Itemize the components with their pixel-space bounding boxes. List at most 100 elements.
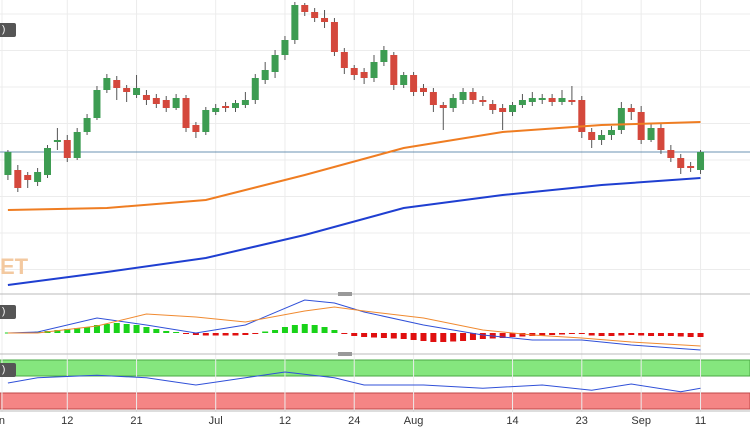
pane-handle	[338, 352, 352, 356]
candle-body	[548, 98, 556, 102]
candle-body	[271, 55, 279, 72]
candle-body	[400, 75, 408, 85]
histogram-bar	[677, 333, 684, 337]
candle-body	[370, 62, 378, 78]
histogram-bar	[311, 325, 318, 333]
x-tick-label: 14	[506, 415, 518, 427]
histogram-bar	[64, 329, 71, 333]
indicator-line	[7, 177, 701, 286]
candle-body	[439, 105, 447, 108]
histogram-bar	[123, 324, 130, 333]
candle-body	[53, 140, 61, 142]
histogram-bar	[153, 329, 160, 333]
candle-body	[133, 88, 141, 95]
histogram-bar	[212, 333, 219, 336]
histogram-bar	[341, 333, 348, 334]
histogram-bar	[74, 328, 81, 333]
candle-body	[410, 75, 418, 92]
candle-body	[172, 98, 180, 108]
candle-body	[538, 98, 546, 100]
candle-body	[34, 172, 42, 182]
histogram-bar	[549, 333, 556, 335]
candle-body	[241, 100, 249, 105]
candle-body	[568, 100, 576, 102]
x-tick-label: 24	[348, 415, 360, 427]
candle-body	[677, 158, 685, 168]
histogram-bar	[420, 333, 427, 341]
candle-body	[330, 22, 338, 52]
histogram-bar	[618, 333, 625, 336]
histogram-bar	[173, 332, 180, 333]
candle-body	[479, 100, 487, 102]
histogram-bar	[450, 333, 457, 342]
candle-body	[509, 105, 517, 112]
histogram-bar	[222, 333, 229, 336]
x-tick-label: Jul	[209, 415, 223, 427]
candle-body	[499, 108, 507, 112]
x-tick-label: 12	[61, 415, 73, 427]
histogram-bar	[697, 333, 704, 337]
histogram-bar	[143, 327, 150, 333]
candle-body	[4, 152, 12, 175]
candle-body	[489, 104, 497, 110]
histogram-bar	[84, 327, 91, 333]
histogram-bar	[54, 330, 61, 333]
histogram-bar	[628, 333, 635, 335]
candle-body	[598, 135, 606, 140]
histogram-bar	[113, 323, 120, 333]
candle-body	[578, 100, 586, 132]
histogram-bar	[281, 327, 288, 333]
candle-body	[627, 108, 635, 112]
histogram-bar	[93, 325, 100, 333]
candle-body	[162, 100, 170, 108]
candle-body	[459, 92, 467, 100]
histogram-bar	[321, 327, 328, 333]
candle-body	[667, 150, 675, 158]
candle-body	[647, 128, 655, 140]
candle-body	[340, 52, 348, 68]
x-tick-label: 23	[576, 415, 588, 427]
candle-body	[588, 132, 596, 140]
x-tick-label: n	[0, 415, 5, 427]
candle-body	[192, 125, 200, 132]
candle-body	[528, 98, 536, 102]
candle-body	[182, 98, 190, 128]
candle-body	[103, 78, 111, 90]
histogram-bar	[242, 333, 249, 335]
candle-body	[113, 80, 121, 88]
indicator-line	[7, 299, 701, 351]
candle-body	[301, 5, 309, 12]
pane-label-box	[0, 363, 16, 377]
histogram-bar	[291, 325, 298, 333]
x-tick-label: 21	[130, 415, 142, 427]
histogram-bar	[331, 330, 338, 333]
histogram-bar	[371, 333, 378, 338]
histogram-bar	[440, 333, 447, 342]
histogram-bar	[598, 333, 605, 336]
candle-body	[360, 72, 368, 78]
histogram-bar	[657, 333, 664, 336]
histogram-bar	[410, 333, 417, 340]
candle-body	[311, 12, 319, 18]
candle-body	[281, 40, 289, 55]
oversold-band	[0, 392, 750, 410]
histogram-bar	[608, 333, 615, 336]
pane-label-box	[0, 23, 16, 37]
histogram-bar	[499, 333, 506, 338]
candle-body	[152, 98, 160, 104]
histogram-bar	[687, 333, 694, 337]
candle-body	[429, 92, 437, 105]
indicator-line	[7, 371, 701, 393]
candle-body	[449, 98, 457, 108]
histogram-bar	[133, 325, 140, 333]
x-tick-label: Sep	[631, 415, 651, 427]
histogram-bar	[192, 333, 199, 335]
histogram-bar	[361, 333, 368, 337]
candle-body	[231, 103, 239, 108]
candle-body	[469, 92, 477, 100]
histogram-bar	[252, 333, 259, 334]
histogram-bar	[638, 333, 645, 336]
candle-body	[558, 98, 566, 102]
candle-body	[697, 152, 705, 170]
